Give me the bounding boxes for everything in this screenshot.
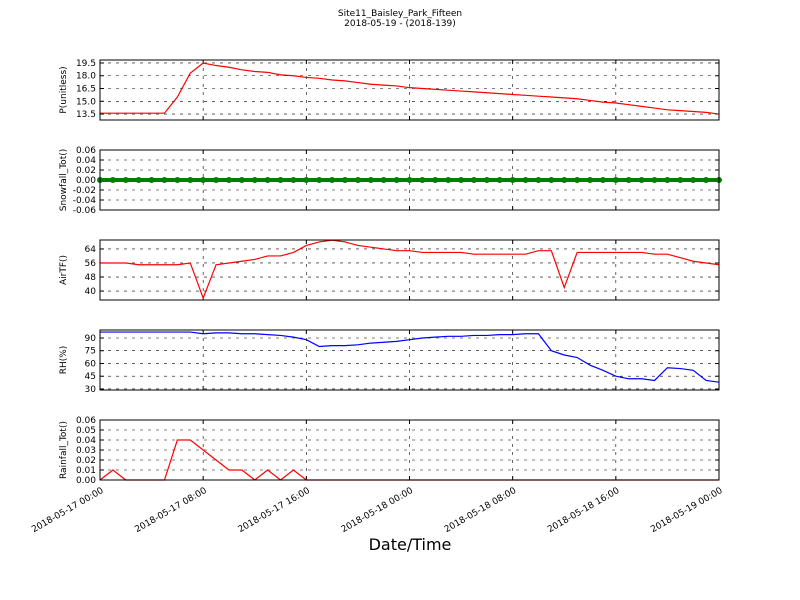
y-tick-label: 13.5: [76, 110, 96, 120]
y-tick-label: 0.05: [76, 426, 96, 436]
y-tick-label: 0.04: [76, 436, 96, 446]
y-axis-label: AirTF(): [59, 255, 69, 285]
y-tick-label: -0.06: [73, 206, 97, 216]
y-tick-label: 60: [85, 359, 97, 369]
plot-frame: [99, 59, 720, 121]
y-tick-label: 64: [85, 245, 97, 255]
y-tick-label: 18.0: [76, 72, 96, 82]
y-axis-label: Snowfall_Tot(): [59, 149, 69, 212]
y-tick-label: 0.06: [76, 146, 96, 156]
y-tick-label: 0.00: [76, 176, 96, 186]
y-tick-label: 19.5: [76, 59, 96, 69]
chart-subtitle: 2018-05-19 - (2018-139): [344, 19, 456, 29]
y-tick-label: 0.04: [76, 156, 96, 166]
y-tick-label: 0.01: [76, 466, 96, 476]
plot-frame: [99, 149, 720, 211]
x-tick-label: 2018-05-19 00:00: [649, 486, 724, 535]
plot-frame: [99, 419, 720, 481]
y-tick-label: 30: [85, 385, 97, 395]
y-tick-label: 75: [85, 347, 96, 357]
series-line: [100, 239, 720, 300]
y-tick-label: 0.03: [76, 446, 96, 456]
y-tick-label: 16.5: [76, 85, 96, 95]
y-tick-label: -0.02: [73, 186, 96, 196]
series-line: [100, 331, 720, 383]
series-line: [100, 62, 720, 115]
y-tick-label: 48: [85, 273, 97, 283]
y-tick-label: 0.06: [76, 416, 96, 426]
x-axis-label: Date/Time: [369, 535, 452, 554]
x-tick-label: 2018-05-17 08:00: [133, 486, 208, 535]
y-tick-label: 56: [85, 259, 97, 269]
y-axis-label: RH(%): [59, 346, 69, 375]
y-axis-label: P(unitless): [59, 66, 69, 113]
plot-frame: [99, 239, 720, 301]
y-tick-label: -0.04: [73, 196, 97, 206]
y-tick-label: 0.00: [76, 476, 96, 486]
plot-frame: [99, 329, 720, 391]
y-tick-label: 15.0: [76, 97, 96, 107]
chart-title: Site11_Baisley_Park_Fifteen: [338, 9, 462, 19]
x-tick-label: 2018-05-18 16:00: [546, 486, 621, 535]
y-tick-label: 90: [85, 334, 97, 344]
y-tick-label: 45: [85, 372, 96, 382]
y-axis-label: Rainfall_Tot(): [59, 421, 69, 479]
x-tick-label: 2018-05-17 00:00: [30, 486, 105, 535]
x-tick-label: 2018-05-17 16:00: [237, 486, 312, 535]
y-tick-label: 0.02: [76, 166, 96, 176]
y-tick-label: 0.02: [76, 456, 96, 466]
y-tick-label: 40: [85, 287, 97, 297]
x-tick-label: 2018-05-18 08:00: [443, 486, 518, 535]
x-tick-label: 2018-05-18 00:00: [340, 486, 415, 535]
